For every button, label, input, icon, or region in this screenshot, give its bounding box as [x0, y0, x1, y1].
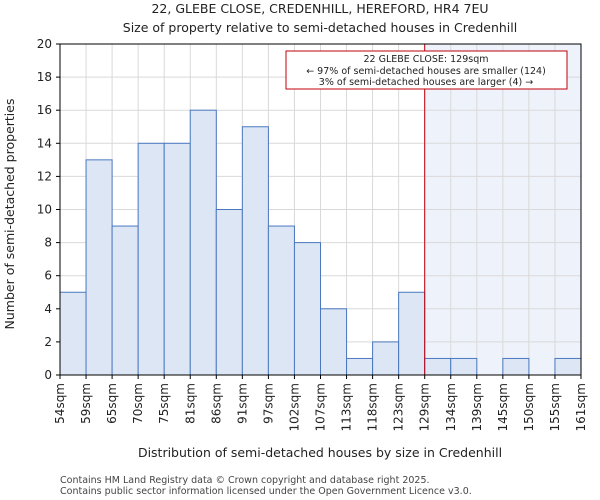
bar-134sqm — [450, 357, 478, 376]
bar-145sqm — [502, 357, 530, 376]
y-tick-label: 10 — [37, 203, 52, 217]
bar-70sqm — [137, 142, 165, 376]
chart-title-line1: 22, GLEBE CLOSE, CREDENHILL, HEREFORD, H… — [151, 1, 488, 16]
y-axis-label: Number of semi-detached properties — [2, 99, 17, 330]
bar-123sqm — [398, 291, 426, 376]
y-tick-label: 14 — [37, 136, 52, 150]
bar-91sqm — [241, 126, 269, 376]
x-axis-label: Distribution of semi-detached houses by … — [138, 445, 502, 460]
y-tick-label: 2 — [44, 335, 52, 349]
y-tick-label: 8 — [44, 236, 52, 250]
bar-97sqm — [267, 225, 295, 376]
x-tick-label-70sqm: 70sqm — [131, 383, 145, 424]
bar-102sqm — [293, 242, 322, 376]
bar-layer — [59, 109, 582, 376]
x-tick-label-113sqm: 113sqm — [340, 383, 354, 431]
y-tick-label: 0 — [44, 368, 52, 382]
x-axis-ticks: 54sqm 59sqm 65sqm 70sqm 75sqm 81sqm 86sqm 91sqm… — [53, 375, 588, 431]
x-tick-label-65sqm: 65sqm — [105, 383, 119, 424]
chart-title-line2: Size of property relative to semi-detach… — [123, 20, 517, 35]
y-tick-label: 18 — [37, 70, 52, 84]
bar-54sqm — [59, 291, 87, 376]
bar-129sqm — [424, 357, 452, 376]
bar-155sqm — [554, 357, 582, 376]
y-tick-label: 16 — [37, 103, 52, 117]
x-tick-label-97sqm: 97sqm — [261, 383, 275, 424]
y-tick-label: 12 — [37, 169, 52, 183]
x-tick-label-134sqm: 134sqm — [444, 383, 458, 431]
x-tick-label-75sqm: 75sqm — [157, 383, 171, 424]
x-tick-label-91sqm: 91sqm — [235, 383, 249, 424]
bar-75sqm — [163, 142, 191, 376]
bar-118sqm — [372, 341, 400, 376]
annotation-line3: 3% of semi-detached houses are larger (4… — [319, 77, 533, 88]
annotation-frame — [285, 50, 568, 90]
annotation-line1: 22 GLEBE CLOSE: 129sqm — [364, 54, 489, 65]
footer-line1: Contains HM Land Registry data © Crown c… — [60, 475, 430, 486]
x-tick-label-145sqm: 145sqm — [496, 383, 510, 431]
bar-107sqm — [320, 308, 348, 376]
annotation-box: 22 GLEBE CLOSE: 129sqm ← 97% of semi-det… — [285, 50, 568, 90]
x-tick-label-123sqm: 123sqm — [392, 383, 406, 431]
x-tick-label-54sqm: 54sqm — [53, 383, 67, 424]
x-tick-label-59sqm: 59sqm — [79, 383, 93, 424]
bar-59sqm — [85, 159, 113, 376]
y-tick-label: 6 — [44, 269, 52, 283]
x-tick-label-107sqm: 107sqm — [314, 383, 328, 431]
x-tick-label-102sqm: 102sqm — [287, 383, 301, 431]
x-tick-label-129sqm: 129sqm — [418, 383, 432, 431]
bar-65sqm — [111, 225, 139, 376]
y-axis-ticks: 0 2 4 6 8 10 12 14 16 18 20 — [37, 37, 60, 382]
x-tick-label-139sqm: 139sqm — [470, 383, 484, 431]
footer-line2: Contains public sector information licen… — [60, 486, 472, 497]
x-tick-label-150sqm: 150sqm — [522, 383, 536, 431]
x-tick-label-161sqm: 161sqm — [574, 383, 588, 431]
x-tick-label-86sqm: 86sqm — [209, 383, 223, 424]
x-tick-label-155sqm: 155sqm — [548, 383, 562, 431]
bar-86sqm — [215, 209, 243, 376]
y-tick-label: 4 — [44, 302, 52, 316]
x-tick-label-81sqm: 81sqm — [183, 383, 197, 424]
y-tick-label: 20 — [37, 37, 52, 51]
bar-81sqm — [189, 109, 217, 376]
x-tick-label-118sqm: 118sqm — [366, 383, 380, 431]
annotation-line2: ← 97% of semi-detached houses are smalle… — [306, 66, 546, 77]
bar-113sqm — [346, 357, 374, 376]
